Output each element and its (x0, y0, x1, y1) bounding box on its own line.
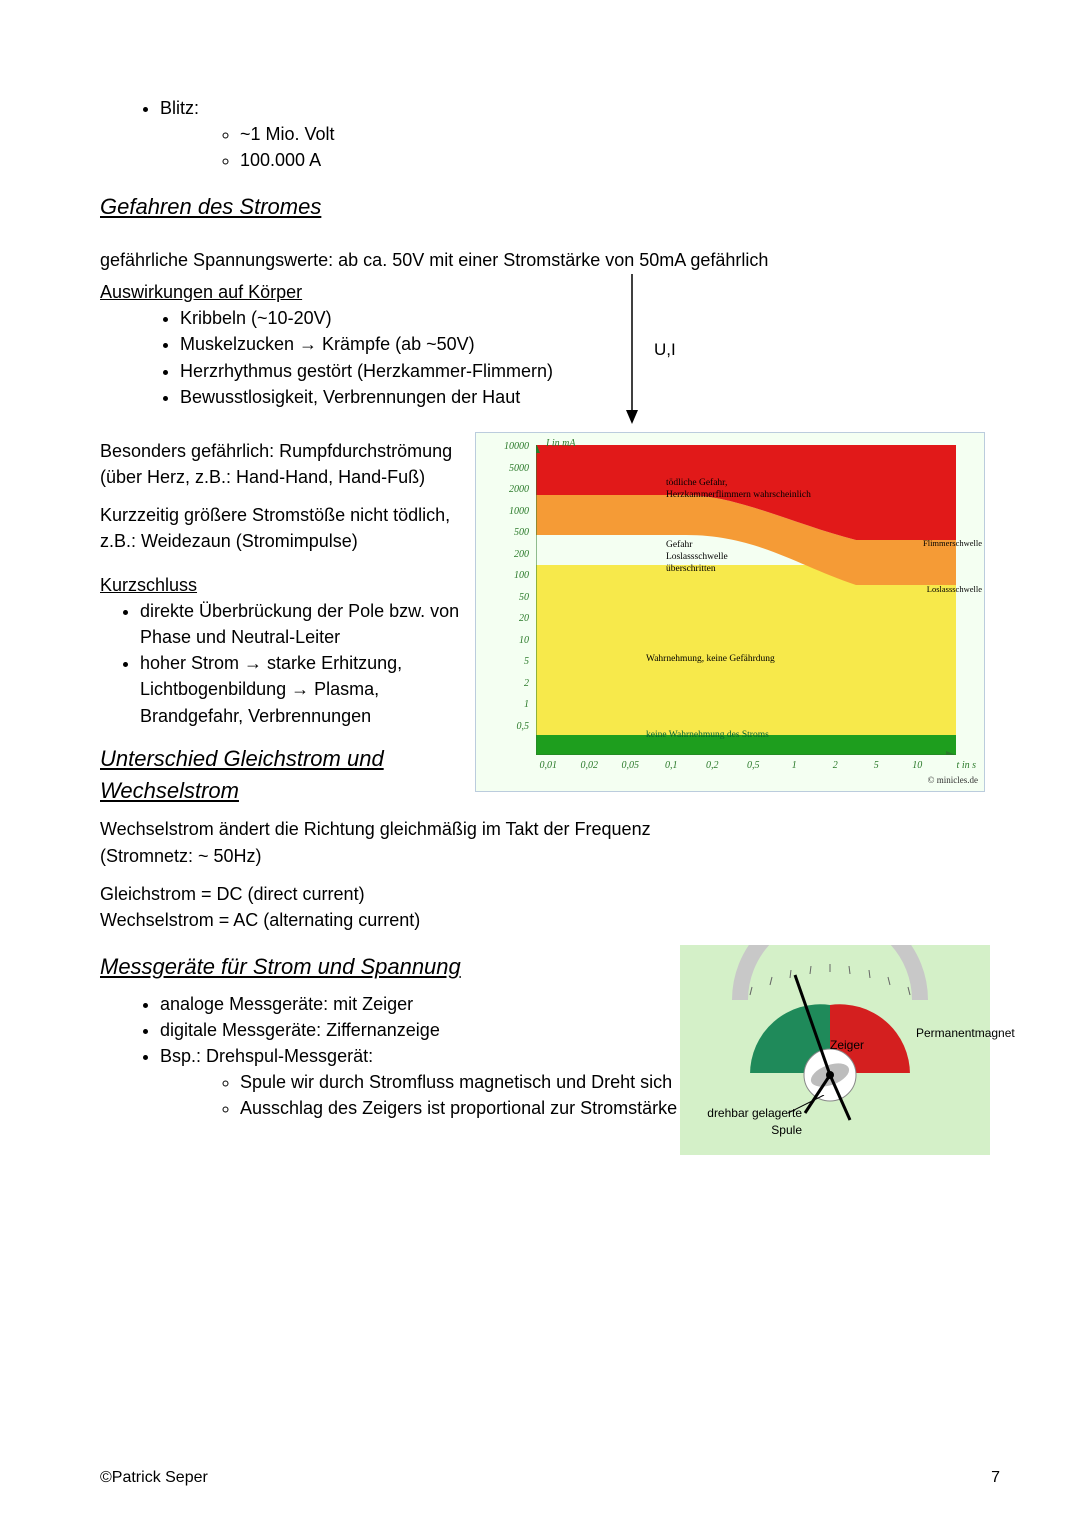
meter-permanent-label: Permanentmagnet (916, 1025, 986, 1042)
zone-yellow: Wahrnehmung, keine Gefährdung (646, 653, 775, 667)
mess-sub-0: Spule wir durch Stromfluss magnetisch un… (240, 1069, 740, 1095)
chart-ytick: 20 (479, 612, 529, 627)
chart-xtick: 0,02 (581, 759, 599, 774)
chart-source: © minicles.de (928, 774, 978, 787)
besonders-text: Besonders gefährlich: Rumpfdurchströmung… (100, 438, 480, 490)
chart-ytick: 1 (479, 698, 529, 713)
chart-ytick: 5000 (479, 462, 529, 477)
heading-gefahren: Gefahren des Stromes (100, 191, 1000, 223)
danger-chart: I in mA t in s © minicles.de tödliche Ge… (475, 432, 985, 792)
ui-arrow-label: U,I (654, 338, 676, 363)
footer-author: ©Patrick Seper (100, 1466, 208, 1489)
chart-xtick: 0,2 (706, 759, 719, 774)
footer-page: 7 (991, 1466, 1000, 1489)
auswirkung-1: Muskelzucken → Krämpfe (ab ~50V) (180, 331, 1000, 357)
auswirkungen-list: Kribbeln (~10-20V) Muskelzucken → Krämpf… (100, 305, 1000, 409)
heading-unterschied: Unterschied Gleichstrom und Wechselstrom (100, 743, 420, 807)
chart-xtick: 0,05 (622, 759, 640, 774)
kurzschluss-title: Kurzschluss (100, 572, 480, 598)
chart-ytick: 1000 (479, 505, 529, 520)
chart-ytick: 100 (479, 569, 529, 584)
kurzzeitig-text: Kurzzeitig größere Stromstöße nicht tödl… (100, 502, 480, 554)
blitz-list: Blitz: (100, 95, 1000, 121)
mess-2: Bsp.: Drehspul-Messgerät: (160, 1043, 660, 1069)
auswirkung-0: Kribbeln (~10-20V) (180, 305, 1000, 331)
chart-xaxis-label: t in s (957, 759, 976, 774)
chart-xtick: 10 (912, 759, 922, 774)
mess-sub-1: Ausschlag des Zeigers ist proportional z… (240, 1095, 740, 1121)
chart-xtick: 0,5 (747, 759, 760, 774)
blitz-sublist: ~1 Mio. Volt 100.000 A (100, 121, 1000, 173)
unterschied-p2: Gleichstrom = DC (direct current) (100, 881, 1000, 907)
chart-xtick: 0,01 (540, 759, 558, 774)
mess-1: digitale Messgeräte: Ziffernanzeige (160, 1017, 660, 1043)
chart-right-flimmer: Flimmerschwelle (923, 537, 982, 549)
zone-orange-3: überschritten (666, 563, 716, 577)
kurzschluss-1: hoher Strom → starke Erhitzung, Lichtbog… (140, 650, 480, 728)
chart-ytick: 200 (479, 548, 529, 563)
chart-ytick: 10000 (479, 440, 529, 455)
meter-spule-label: drehbar gelagerte Spule (692, 1105, 802, 1140)
blitz-item: Blitz: (160, 95, 1000, 121)
chart-ytick: 5 (479, 655, 529, 670)
chart-xtick: 0,1 (665, 759, 678, 774)
mess-sublist: Spule wir durch Stromfluss magnetisch un… (100, 1069, 740, 1121)
meter-zeiger-label: Zeiger (830, 1037, 864, 1054)
chart-ytick: 2000 (479, 483, 529, 498)
chart-xtick: 1 (792, 759, 797, 774)
chart-ytick: 10 (479, 634, 529, 649)
auswirkungen-title: Auswirkungen auf Körper (100, 279, 1000, 305)
zone-red-2: Herzkammerflimmern wahrscheinlich (666, 489, 811, 503)
chart-ytick: 500 (479, 526, 529, 541)
gefahren-intro: gefährliche Spannungswerte: ab ca. 50V m… (100, 247, 1000, 273)
kurzschluss-list: direkte Überbrückung der Pole bzw. von P… (100, 598, 480, 728)
unterschied-p3: Wechselstrom = AC (alternating current) (100, 907, 1000, 933)
chart-ytick: 50 (479, 591, 529, 606)
chart-ytick: 2 (479, 677, 529, 692)
zone-green: keine Wahrnehmung des Stroms (646, 729, 769, 743)
chart-xtick: 5 (874, 759, 879, 774)
mess-list: analoge Messgeräte: mit Zeiger digitale … (100, 991, 660, 1069)
auswirkung-3: Bewusstlosigkeit, Verbrennungen der Haut (180, 384, 1000, 410)
meter-diagram: Zeiger Permanentmagnet drehbar gelagerte… (680, 945, 990, 1155)
blitz-sub-0: ~1 Mio. Volt (240, 121, 1000, 147)
kurzschluss-0: direkte Überbrückung der Pole bzw. von P… (140, 598, 480, 650)
chart-ytick: 0,5 (479, 720, 529, 735)
chart-xtick: 2 (833, 759, 838, 774)
blitz-sub-1: 100.000 A (240, 147, 1000, 173)
chart-right-loslass: Loslassschwelle (927, 583, 982, 595)
unterschied-p1: Wechselstrom ändert die Richtung gleichm… (100, 816, 740, 868)
auswirkung-2: Herzrhythmus gestört (Herzkammer-Flimmer… (180, 358, 1000, 384)
chart-yaxis-label: I in mA (546, 437, 575, 452)
mess-0: analoge Messgeräte: mit Zeiger (160, 991, 660, 1017)
